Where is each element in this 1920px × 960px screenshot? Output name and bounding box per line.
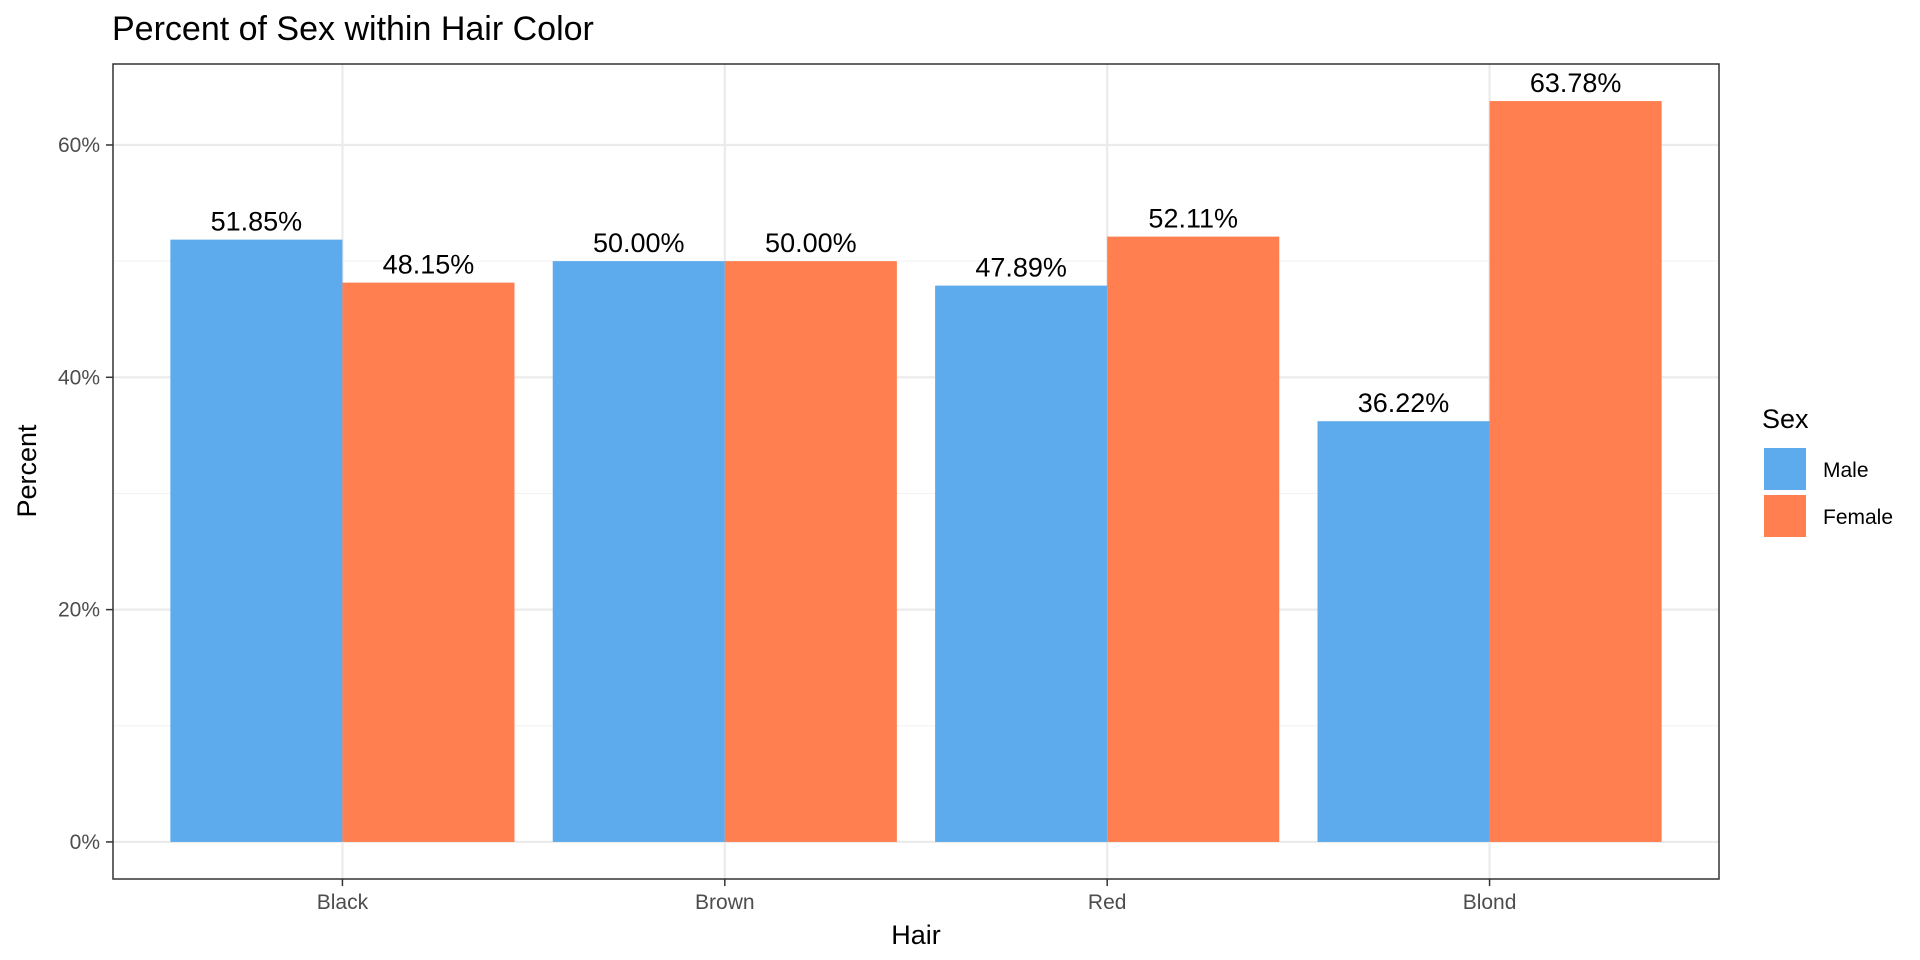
legend-title: Sex — [1762, 404, 1809, 434]
plot-border — [112, 63, 1720, 880]
data-label: 48.15% — [383, 250, 475, 280]
x-tick-label: Brown — [695, 891, 755, 914]
data-label: 50.00% — [765, 228, 857, 258]
plot-panel: 51.85% 50.00% 47.89% 36.22% 48.15% 50.00% 52.1… — [112, 63, 1720, 880]
y-axis-title: Percent — [12, 424, 42, 518]
data-label: 36.22% — [1358, 388, 1450, 418]
data-labels: 51.85% 50.00% 47.89% 36.22% 48.15% 50.00% 52.1… — [211, 68, 1622, 418]
data-label: 50.00% — [593, 228, 685, 258]
x-tick-label: Blond — [1463, 891, 1517, 914]
bar-male-red — [935, 285, 1108, 842]
bar-male-blond — [1317, 421, 1490, 842]
data-label: 63.78% — [1530, 68, 1622, 98]
bar-male-brown — [552, 261, 725, 842]
x-tick-label: Red — [1088, 891, 1127, 914]
legend-items: Male Female — [1764, 448, 1893, 537]
x-axis: Black Brown Red Blond — [317, 879, 1517, 914]
legend-label-female: Female — [1823, 506, 1893, 529]
bar-female-red — [1107, 236, 1280, 842]
y-axis: 0% 20% 40% 60% — [58, 134, 113, 854]
legend: Sex Male Female — [1762, 404, 1893, 537]
y-tick-label: 40% — [58, 366, 100, 389]
bars — [170, 101, 1662, 842]
y-tick-label: 0% — [70, 831, 100, 854]
data-label: 52.11% — [1148, 204, 1238, 234]
x-axis-title: Hair — [891, 920, 941, 950]
bar-female-brown — [724, 261, 897, 842]
x-tick-label: Black — [317, 891, 369, 914]
legend-swatch-female — [1764, 495, 1806, 537]
bar-male-black — [170, 239, 343, 842]
data-label: 51.85% — [211, 207, 303, 237]
legend-label-male: Male — [1823, 459, 1869, 482]
bar-female-blond — [1489, 101, 1662, 842]
y-tick-label: 60% — [58, 134, 100, 157]
y-tick-label: 20% — [58, 599, 100, 622]
legend-swatch-male — [1764, 448, 1806, 490]
bar-female-black — [342, 282, 515, 842]
chart-title: Percent of Sex within Hair Color — [112, 10, 594, 48]
data-label: 47.89% — [975, 253, 1067, 283]
